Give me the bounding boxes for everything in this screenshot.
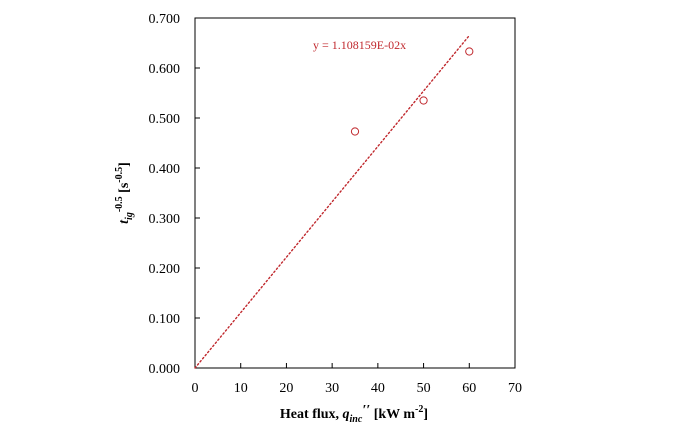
trendline bbox=[194, 34, 470, 369]
data-point bbox=[419, 96, 428, 105]
y-tick-label: 0.200 bbox=[149, 262, 181, 277]
x-tick-label: 30 bbox=[325, 381, 339, 396]
y-tick-label: 0.500 bbox=[149, 112, 181, 127]
y-tick-label: 0.000 bbox=[149, 362, 181, 377]
y-axis-ticks: 0.000 0.100 0.200 0.300 0.400 0.500 0.600 0.700 bbox=[149, 12, 200, 377]
x-tick-label: 0 bbox=[192, 381, 199, 396]
y-tick-label: 0.300 bbox=[149, 212, 181, 227]
y-axis-title: tig-0.5 [s-0.5] bbox=[114, 162, 135, 224]
x-axis-ticks: 0 10 20 30 40 50 60 70 bbox=[192, 363, 522, 396]
x-tick-label: 20 bbox=[279, 381, 293, 396]
x-tick-label: 70 bbox=[508, 381, 522, 396]
data-points bbox=[350, 47, 474, 136]
plot-frame bbox=[194, 17, 516, 369]
y-tick-label: 0.400 bbox=[149, 162, 181, 177]
data-point bbox=[350, 127, 360, 136]
y-tick-label: 0.100 bbox=[149, 312, 181, 327]
x-tick-label: 40 bbox=[371, 381, 385, 396]
trendline-equation: y = 1.108159E-02x bbox=[313, 38, 406, 52]
axes bbox=[194, 17, 516, 369]
x-tick-label: 50 bbox=[417, 381, 431, 396]
y-tick-label: 0.600 bbox=[149, 62, 181, 77]
data-point bbox=[465, 47, 474, 56]
trendline-group bbox=[194, 34, 470, 369]
x-axis-title: Heat flux, qinc′′ [kW m-2] bbox=[280, 403, 428, 425]
x-tick-label: 10 bbox=[234, 381, 248, 396]
x-tick-label: 60 bbox=[462, 381, 476, 396]
y-tick-label: 0.700 bbox=[149, 12, 181, 27]
